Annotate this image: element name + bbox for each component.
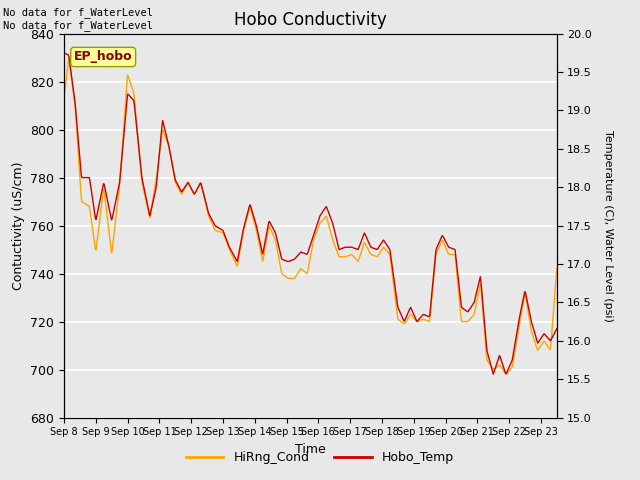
Line: HiRng_Cond: HiRng_Cond <box>64 59 557 374</box>
Hobo_Temp <box>346 244 354 250</box>
Text: EP_hobo: EP_hobo <box>74 50 132 63</box>
Hobo_Temp <box>374 246 382 252</box>
Hobo_Temp <box>60 50 68 56</box>
Legend: HiRng_Cond, Hobo_Temp: HiRng_Cond, Hobo_Temp <box>181 446 459 469</box>
Hobo_Temp <box>359 233 367 239</box>
X-axis label: Time: Time <box>295 443 326 456</box>
Y-axis label: Contuctivity (uS/cm): Contuctivity (uS/cm) <box>12 161 25 290</box>
HiRng_Cond <box>553 266 561 272</box>
Hobo_Temp <box>484 353 492 359</box>
Hobo_Temp <box>434 243 442 249</box>
Hobo_Temp <box>553 326 561 332</box>
HiRng_Cond <box>374 252 382 258</box>
Hobo_Temp <box>90 207 98 213</box>
Text: No data for f_WaterLevel
No data for f_WaterLevel: No data for f_WaterLevel No data for f_W… <box>3 7 153 31</box>
HiRng_Cond <box>347 252 355 258</box>
Hobo_Temp <box>490 372 497 377</box>
HiRng_Cond <box>360 241 367 247</box>
Y-axis label: Temperature (C), Water Level (psi): Temperature (C), Water Level (psi) <box>603 130 613 322</box>
HiRng_Cond <box>435 246 442 252</box>
HiRng_Cond <box>65 56 73 62</box>
Line: Hobo_Temp: Hobo_Temp <box>64 53 557 374</box>
HiRng_Cond <box>60 96 68 101</box>
HiRng_Cond <box>91 242 99 248</box>
Title: Hobo Conductivity: Hobo Conductivity <box>234 11 387 29</box>
HiRng_Cond <box>485 360 493 366</box>
HiRng_Cond <box>502 371 510 377</box>
